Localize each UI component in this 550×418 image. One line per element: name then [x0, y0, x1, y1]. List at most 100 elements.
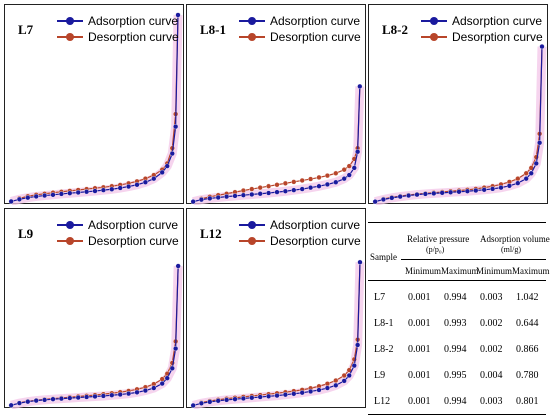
adsorption-point [151, 385, 157, 391]
adsorption-point [117, 185, 123, 191]
header-rp-minimum: Minimum [405, 266, 442, 276]
legend-marker-adsorption [57, 220, 83, 230]
chart-plot-area [8, 263, 183, 409]
adsorption-point [506, 183, 513, 189]
adsorption-point [142, 387, 149, 394]
table-cell-value: 0.004 [480, 370, 503, 381]
legend-label-adsorption: Adsorption curve [88, 14, 179, 28]
legend-label-desorption: Desorption curve [88, 234, 179, 248]
adsorption-point [50, 192, 56, 198]
legend-dot-adsorption [66, 221, 74, 229]
adsorption-point [125, 391, 132, 397]
table-header-subrule [401, 259, 546, 260]
adsorption-point [299, 186, 305, 192]
adsorption-point [223, 397, 230, 403]
adsorption-point [232, 193, 238, 199]
legend-marker-adsorption [421, 16, 447, 26]
adsorption-point [422, 191, 429, 197]
legend-entry-adsorption: Adsorption curve [57, 217, 179, 233]
desorption-point [307, 176, 314, 182]
legend-label-adsorption: Adsorption curve [88, 218, 179, 232]
adsorption-point [164, 375, 170, 381]
chart-plot-area [190, 83, 365, 205]
desorption-point [257, 185, 263, 191]
desorption-point [291, 179, 297, 185]
chart-plot-area [8, 12, 183, 205]
chart-legend: Adsorption curve Desorption curve [239, 13, 361, 45]
header-av-maximum: Maximum [512, 266, 550, 276]
legend-label-adsorption: Adsorption curve [270, 14, 361, 28]
table-cell-sample: L8-2 [374, 344, 394, 355]
desorption-point [240, 187, 247, 194]
chart-plot-area [372, 43, 547, 205]
desorption-point [299, 177, 305, 184]
adsorption-point [134, 389, 140, 395]
desorption-series-line [383, 46, 543, 200]
adsorption-point [537, 140, 543, 146]
table-bottom-rule [368, 414, 546, 415]
adsorption-point [142, 179, 149, 185]
adsorption-point [316, 183, 322, 189]
adsorption-point [67, 190, 73, 196]
legend-dot-desorption [66, 33, 74, 41]
adsorption-point [333, 179, 339, 185]
table-cell-sample: L12 [374, 396, 391, 407]
legend-entry-adsorption: Adsorption curve [421, 13, 543, 29]
panel-sample-label: L12 [200, 226, 222, 241]
table-top-rule [368, 222, 546, 223]
adsorption-point [346, 372, 352, 379]
adsorption-point [41, 397, 48, 403]
adsorption-point [223, 194, 230, 200]
adsorption-point [215, 194, 221, 201]
table-header-rule [368, 280, 546, 281]
desorption-point [274, 182, 280, 188]
adsorption-point [232, 396, 238, 402]
adsorption-point [8, 402, 14, 408]
table-cell-value: 0.001 [408, 318, 431, 329]
adsorption-point [67, 395, 73, 401]
adsorption-point [397, 194, 403, 200]
adsorption-point [333, 382, 339, 388]
adsorption-point [274, 392, 280, 399]
chart-panel: L7 Adsorption curve Desorption curve [4, 4, 184, 205]
desorption-point [341, 372, 347, 379]
adsorption-point [173, 345, 179, 352]
adsorption-point [83, 189, 90, 195]
adsorption-point [109, 392, 115, 398]
adsorption-point [16, 196, 23, 202]
adsorption-point [164, 163, 170, 169]
adsorption-point [380, 196, 387, 203]
header-relative-pressure-unit: (p/p₀) [426, 245, 445, 254]
adsorption-point [414, 192, 420, 198]
table-cell-sample: L8-1 [374, 318, 394, 329]
legend-dot-adsorption [248, 17, 256, 25]
header-adsorption-volume: Adsorption volume [480, 234, 550, 244]
legend-entry-desorption: Desorption curve [421, 29, 543, 45]
adsorption-point [533, 160, 539, 167]
adsorption-point [207, 195, 213, 202]
legend-dot-adsorption [66, 17, 74, 25]
adsorption-point [515, 180, 521, 186]
chart-legend: Adsorption curve Desorption curve [421, 13, 543, 45]
legend-entry-desorption: Desorption curve [239, 233, 361, 249]
adsorption-point [389, 195, 395, 201]
legend-dot-adsorption [248, 221, 256, 229]
adsorption-point [523, 176, 529, 182]
table-cell-value: 0.002 [480, 344, 503, 355]
adsorption-point [173, 124, 179, 130]
adsorption-point [169, 150, 175, 157]
desorption-point [282, 180, 289, 186]
legend-label-adsorption: Adsorption curve [452, 14, 543, 28]
adsorption-point [265, 393, 272, 399]
adsorption-point [257, 394, 263, 400]
adsorption-point [299, 390, 305, 396]
table-cell-value: 0.780 [516, 370, 539, 381]
adsorption-point [341, 378, 347, 384]
adsorption-point [75, 394, 81, 401]
legend-dot-desorption [66, 237, 74, 245]
adsorption-point [316, 387, 322, 393]
adsorption-point [473, 187, 479, 194]
summary-table: Sample Relative pressure (p/p₀) Adsorpti… [368, 208, 550, 418]
desorption-point [265, 183, 272, 189]
table-cell-value: 0.001 [408, 396, 431, 407]
